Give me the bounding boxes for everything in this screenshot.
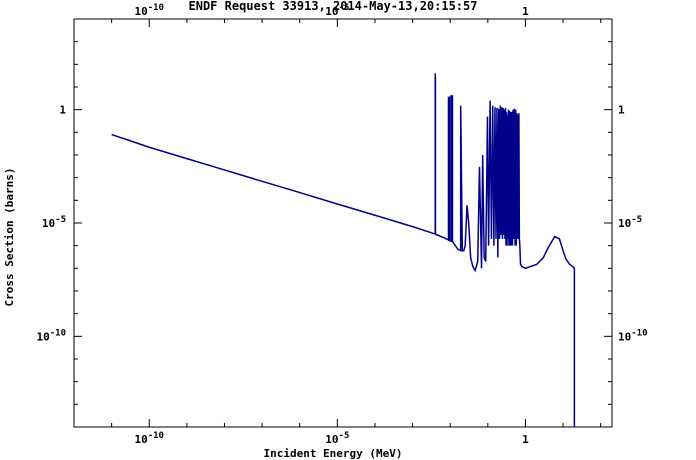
x-tick-label-top: 1 bbox=[522, 5, 529, 18]
y-tick-label-right: 1 bbox=[618, 104, 625, 117]
plot-frame bbox=[73, 18, 613, 428]
series-line bbox=[111, 73, 576, 427]
x-tick-label-top: 10-10 bbox=[134, 3, 164, 18]
chart-title: ENDF Request 33913, 2014-May-13,20:15:57 bbox=[189, 0, 478, 13]
tick-marks bbox=[73, 18, 612, 428]
y-tick-label-right: 10-10 bbox=[618, 328, 648, 343]
y-tick-label-left: 1 bbox=[59, 104, 66, 117]
x-tick-label-top: 10-5 bbox=[325, 3, 349, 18]
x-tick-label-bottom: 1 bbox=[522, 433, 529, 446]
y-axis-label: Cross Section (barns) bbox=[3, 167, 16, 306]
x-tick-label-bottom: 10-10 bbox=[134, 431, 164, 446]
x-axis-label: Incident Energy (MeV) bbox=[263, 447, 402, 460]
y-tick-label-left: 10-5 bbox=[42, 215, 66, 230]
y-tick-label-left: 10-10 bbox=[36, 328, 66, 343]
x-tick-label-bottom: 10-5 bbox=[325, 431, 349, 446]
tick-labels: 10-10 10-10 10-5 10-5 1 1 1 1 10-5 10-5 10-10 10-10 bbox=[36, 3, 647, 446]
y-tick-label-right: 10-5 bbox=[618, 215, 642, 230]
